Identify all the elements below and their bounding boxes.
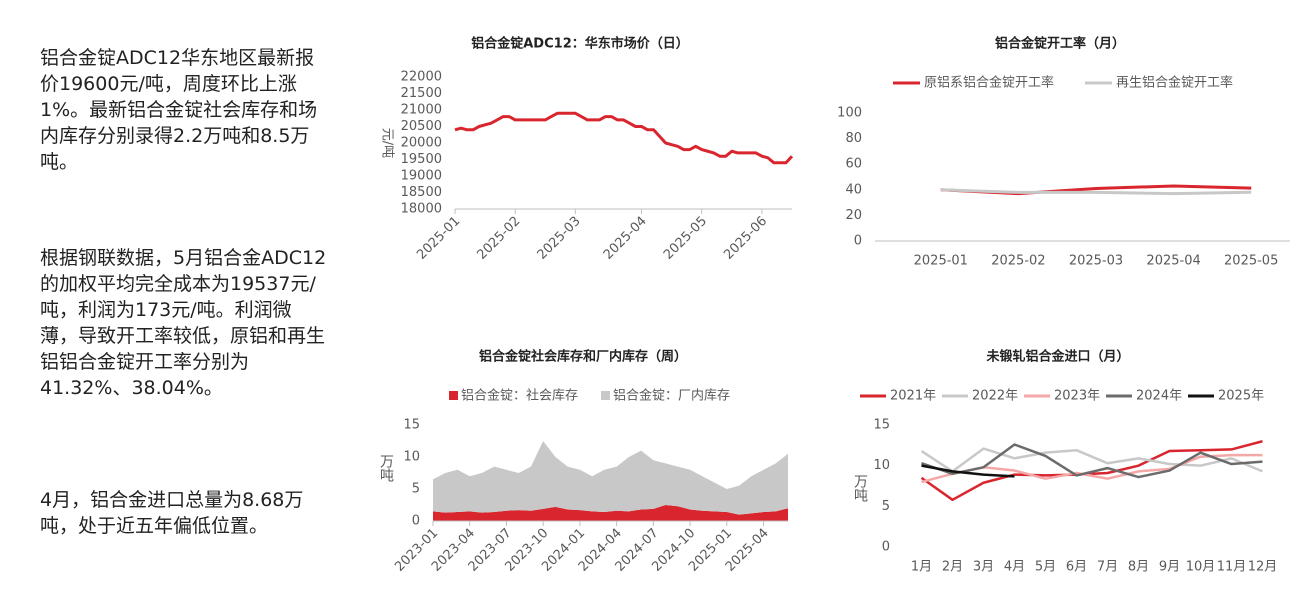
legend-swatch [601,391,610,400]
y-tick-label: 20 [845,208,862,223]
y-tick-label: 10 [403,450,420,465]
x-tick-label: 2025-02 [474,214,523,263]
chart-title: 未锻轧铝合金进口（月） [985,349,1129,365]
line [940,188,1252,196]
y-tick-label: 60 [845,157,862,172]
line [920,447,1263,473]
x-tick-label: 3月 [973,560,994,575]
legend-label: 2024年 [1136,389,1182,404]
x-tick-label: 2025-03 [1069,254,1123,269]
x-tick-label: 2025-04 [1146,254,1200,269]
x-tick-label: 7月 [1097,560,1118,575]
legend-label: 铝合金锭：厂内库存 [613,388,730,404]
y-tick-label: 15 [403,418,420,433]
y-tick-label: 0 [412,514,420,529]
y-tick-label: 19500 [401,152,442,167]
x-tick-label: 12月 [1248,560,1278,575]
y-tick-label: 0 [854,234,862,249]
y-tick-label: 100 [837,106,862,121]
x-tick-label: 4月 [1004,560,1025,575]
x-tick-label: 1月 [911,560,932,575]
y-tick-label: 18500 [401,185,442,200]
line [920,440,1263,502]
y-tick-label: 80 [845,131,862,146]
legend-label: 再生铝合金锭开工率 [1116,75,1233,91]
x-tick-label: 10月 [1186,560,1216,575]
x-tick-label: 2025-02 [991,254,1045,269]
y-tick-label: 22000 [401,70,442,85]
x-tick-label: 6月 [1066,560,1087,575]
paragraph: 根据钢联数据，5月铝合金ADC12的加权平均完全成本为19537元/吨，利润为1… [40,247,327,399]
y-tick-label: 0 [882,540,890,555]
legend-label: 2021年 [890,389,936,404]
x-tick-label: 2025-01 [414,214,463,263]
area [433,441,788,515]
legend-label: 2025年 [1218,389,1264,404]
legend-swatch [449,391,458,400]
y-tick-label: 40 [845,182,862,197]
y-axis-label: 万吨 [378,454,394,482]
x-tick-label: 2025-03 [535,214,584,263]
y-tick-label: 10 [873,458,890,473]
x-tick-label: 9月 [1159,560,1180,575]
paragraph: 4月，铝合金进口总量为8.68万吨，处于近五年偏低位置。 [40,489,304,537]
chart-title: 铝合金锭社会库存和厂内库存（周） [479,349,687,365]
line [921,464,1015,478]
y-axis-label: 元/吨 [380,128,395,158]
y-axis-label: 万吨 [852,474,868,502]
legend-label: 2023年 [1054,389,1100,404]
legend-label: 2022年 [972,389,1018,404]
x-tick-label: 8月 [1128,560,1149,575]
x-tick-label: 2025-05 [661,214,710,263]
x-tick-label: 2025-04 [601,214,650,263]
x-tick-label: 11月 [1217,560,1247,575]
y-tick-label: 20500 [401,119,442,134]
y-tick-label: 15 [873,418,890,433]
x-tick-label: 2025-05 [1224,254,1278,269]
line [454,111,794,165]
y-tick-label: 21000 [401,103,442,118]
chart-title: 铝合金锭开工率（月） [995,36,1125,52]
line [921,443,1263,479]
paragraph: 铝合金锭ADC12华东地区最新报价19600元/吨，周度环比上涨1%。最新铝合金… [40,47,318,173]
area [433,505,788,521]
x-tick-label: 5月 [1035,560,1056,575]
y-tick-label: 5 [882,499,890,514]
chart-title: 铝合金锭ADC12：华东市场价（日） [471,36,688,52]
x-tick-label: 2月 [942,560,963,575]
y-tick-label: 19000 [401,169,442,184]
y-tick-label: 18000 [401,202,442,217]
x-tick-label: 2025-01 [914,254,968,269]
legend-label: 原铝系铝合金锭开工率 [924,75,1054,91]
y-tick-label: 20000 [401,136,442,151]
y-tick-label: 5 [412,482,420,497]
y-tick-label: 21500 [401,86,442,101]
legend-label: 铝合金锭：社会库存 [461,388,578,404]
x-tick-label: 2025-06 [721,214,770,263]
